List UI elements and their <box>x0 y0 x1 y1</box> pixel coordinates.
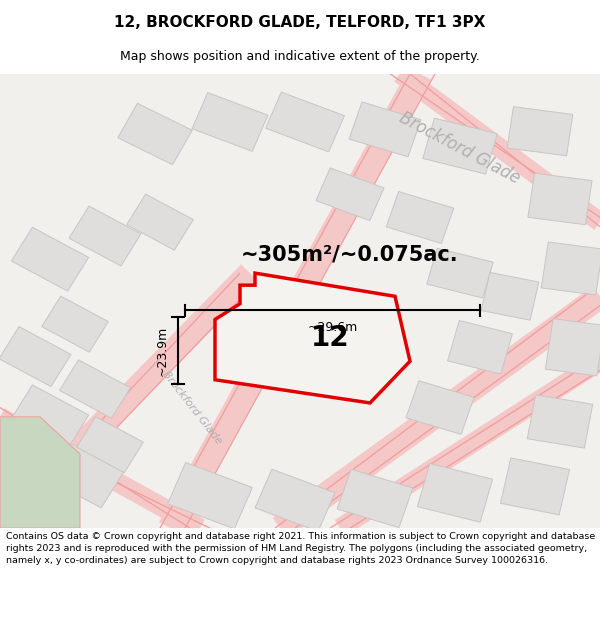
Polygon shape <box>36 437 124 508</box>
Text: ~23.9m: ~23.9m <box>156 326 169 376</box>
Text: Brockford Glade: Brockford Glade <box>160 369 224 446</box>
Polygon shape <box>41 296 109 352</box>
Polygon shape <box>507 107 573 156</box>
Polygon shape <box>59 360 130 418</box>
Polygon shape <box>448 321 512 374</box>
Polygon shape <box>127 194 193 250</box>
Polygon shape <box>528 173 592 225</box>
Polygon shape <box>11 385 89 449</box>
Polygon shape <box>427 248 493 298</box>
Polygon shape <box>481 272 539 320</box>
Polygon shape <box>192 92 268 151</box>
Text: ~29.6m: ~29.6m <box>307 321 358 334</box>
Polygon shape <box>167 462 253 529</box>
Text: Contains OS data © Crown copyright and database right 2021. This information is : Contains OS data © Crown copyright and d… <box>6 532 595 566</box>
Polygon shape <box>255 469 335 531</box>
Polygon shape <box>69 206 141 266</box>
Polygon shape <box>545 319 600 376</box>
Polygon shape <box>541 242 600 295</box>
Polygon shape <box>527 395 593 448</box>
Polygon shape <box>386 191 454 243</box>
Text: 12, BROCKFORD GLADE, TELFORD, TF1 3PX: 12, BROCKFORD GLADE, TELFORD, TF1 3PX <box>115 15 485 30</box>
Polygon shape <box>266 92 344 152</box>
Polygon shape <box>118 103 192 165</box>
Text: ~305m²/~0.075ac.: ~305m²/~0.075ac. <box>241 244 459 264</box>
Text: 12: 12 <box>311 324 349 352</box>
Text: Map shows position and indicative extent of the property.: Map shows position and indicative extent… <box>120 50 480 63</box>
Polygon shape <box>406 381 474 434</box>
Polygon shape <box>316 168 384 221</box>
Polygon shape <box>215 273 410 403</box>
Polygon shape <box>0 327 71 386</box>
Polygon shape <box>337 469 413 528</box>
Polygon shape <box>500 458 569 515</box>
Text: Brockford Glade: Brockford Glade <box>397 109 523 188</box>
Polygon shape <box>349 102 421 157</box>
Polygon shape <box>423 118 497 174</box>
Polygon shape <box>77 417 143 472</box>
Polygon shape <box>0 417 80 528</box>
Polygon shape <box>418 464 493 522</box>
Polygon shape <box>11 228 89 291</box>
